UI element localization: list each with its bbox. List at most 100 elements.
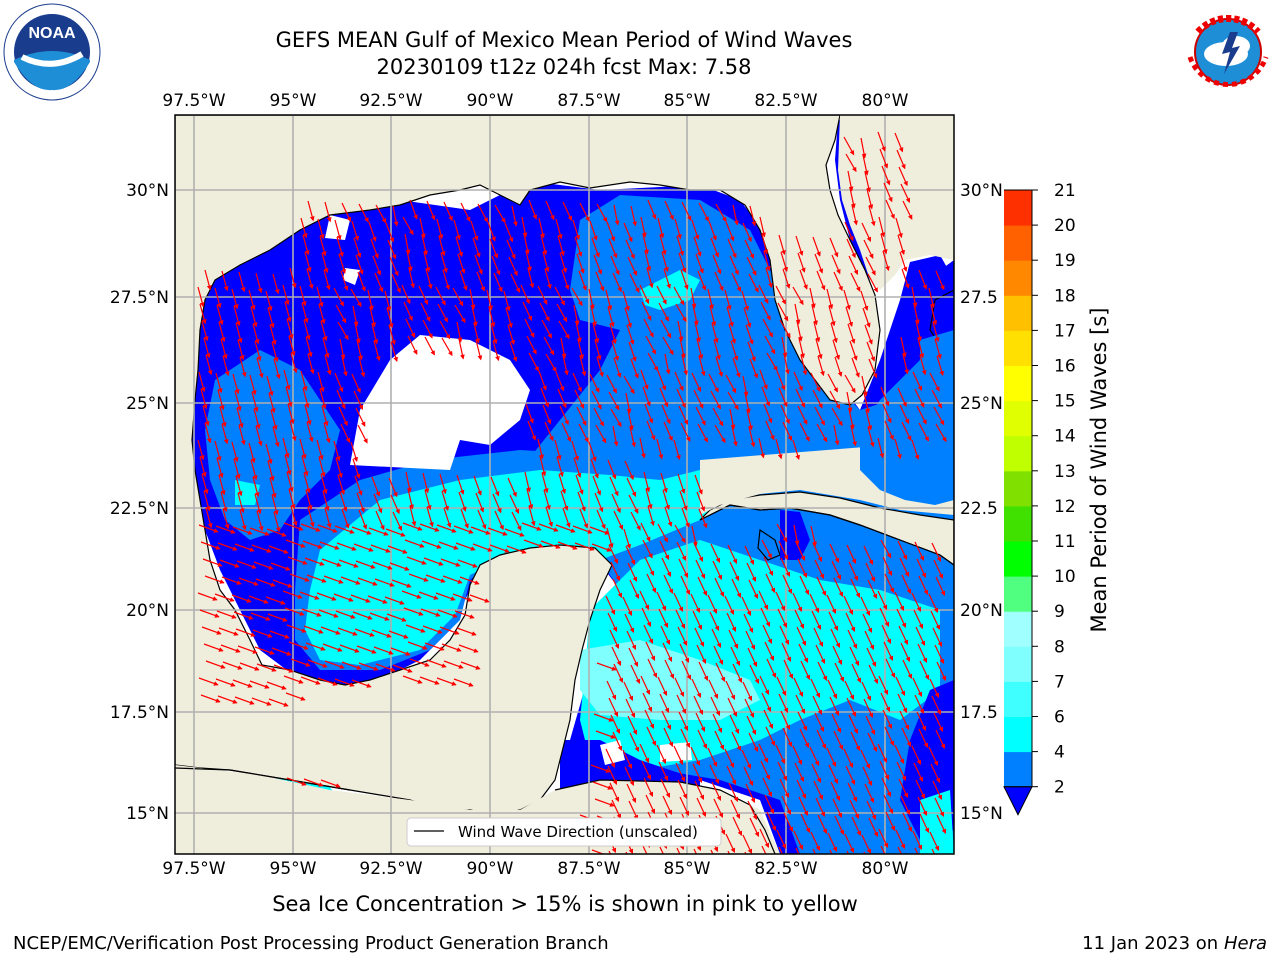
wave-direction-arrow — [487, 221, 496, 242]
wave-direction-arrow — [405, 318, 416, 338]
colorbar-tick-label: 4 — [1054, 743, 1065, 763]
wave-direction-arrow — [541, 472, 549, 494]
wave-direction-arrow — [664, 200, 674, 221]
wave-direction-arrow — [745, 630, 756, 650]
wave-direction-arrow — [590, 305, 597, 327]
colorbar-segment — [1004, 190, 1032, 226]
wave-direction-arrow — [353, 237, 362, 258]
wave-direction-arrow — [711, 628, 722, 648]
wave-direction-arrow — [677, 626, 688, 646]
wave-direction-arrow — [201, 320, 209, 342]
wave-direction-arrow — [866, 647, 877, 667]
wave-direction-arrow — [659, 234, 667, 256]
wave-direction-arrow — [847, 629, 858, 649]
wave-direction-arrow — [289, 420, 297, 442]
wave-direction-arrow — [544, 268, 552, 290]
wave-direction-arrow — [691, 678, 702, 698]
wave-direction-arrow — [255, 272, 263, 294]
wave-direction-arrow — [523, 233, 530, 255]
wave-direction-arrow — [677, 473, 686, 494]
wave-direction-arrow — [661, 557, 672, 577]
wave-direction-arrow — [866, 341, 876, 362]
wave-direction-arrow — [915, 320, 922, 342]
wave-direction-arrow — [492, 340, 500, 362]
wave-direction-arrow — [579, 508, 589, 529]
wave-direction-arrow — [388, 324, 396, 346]
colorbar-label: Mean Period of Wind Waves [s] — [1087, 308, 1111, 633]
wave-direction-arrow — [676, 541, 687, 561]
wave-direction-arrow — [831, 254, 841, 275]
wave-direction-arrow — [334, 678, 355, 687]
wave-direction-arrow — [322, 643, 343, 652]
wave-direction-arrow — [894, 132, 904, 153]
wave-direction-arrow — [270, 562, 291, 571]
wave-direction-arrow — [817, 661, 828, 681]
wave-direction-arrow — [626, 324, 635, 345]
wave-direction-arrow — [527, 420, 537, 441]
wave-direction-arrow — [198, 371, 206, 393]
wave-direction-arrow — [273, 511, 281, 533]
wave-direction-arrow — [862, 307, 871, 328]
wave-direction-arrow — [355, 560, 376, 569]
wave-direction-arrow — [319, 235, 327, 257]
wave-direction-arrow — [612, 578, 623, 598]
wave-direction-arrow — [643, 471, 651, 493]
wave-direction-arrow — [334, 219, 342, 241]
wave-direction-arrow — [883, 182, 893, 203]
wave-direction-arrow — [357, 577, 378, 586]
wave-direction-arrow — [234, 543, 255, 552]
wave-direction-arrow — [831, 560, 842, 580]
footer-host: Hera — [1223, 933, 1267, 954]
wave-direction-arrow — [816, 270, 826, 291]
wave-direction-arrow — [316, 592, 337, 601]
wave-direction-arrow — [541, 319, 552, 339]
wave-direction-arrow — [289, 573, 310, 582]
wave-direction-arrow — [726, 612, 737, 632]
wave-direction-arrow — [249, 527, 270, 536]
wave-direction-arrow — [744, 392, 751, 414]
wave-direction-arrow — [826, 594, 837, 614]
wave-direction-arrow — [537, 285, 548, 305]
wave-direction-arrow — [197, 439, 205, 461]
wave-direction-arrow — [882, 250, 890, 272]
chart-subtitle: 20230109 t12z 024h fcst Max: 7.58 — [376, 55, 752, 79]
wave-direction-arrow — [390, 494, 400, 515]
wave-direction-arrow — [286, 318, 294, 340]
wave-direction-arrow — [897, 234, 905, 256]
wave-direction-arrow — [811, 304, 818, 326]
wave-direction-arrow — [676, 235, 684, 257]
wave-direction-arrow — [435, 286, 446, 306]
wave-direction-arrow — [879, 607, 890, 627]
wave-direction-arrow — [695, 406, 706, 426]
wave-direction-arrow — [796, 626, 807, 646]
lat-label-left: 27.5°N — [110, 288, 169, 308]
wave-direction-arrow — [419, 676, 440, 685]
wave-direction-arrow — [338, 406, 348, 427]
wave-direction-arrow — [252, 323, 260, 345]
wave-direction-arrow — [778, 693, 789, 713]
wave-direction-arrow — [520, 284, 530, 305]
wave-direction-arrow — [761, 233, 769, 255]
wave-direction-arrow — [731, 578, 742, 598]
wave-direction-arrow — [834, 356, 843, 377]
wave-direction-arrow — [624, 460, 634, 481]
wave-direction-arrow — [660, 472, 668, 494]
wave-direction-arrow — [728, 629, 739, 649]
colorbar-tick-label: 8 — [1054, 637, 1065, 657]
wave-direction-arrow — [664, 353, 671, 375]
wave-direction-arrow — [353, 390, 364, 410]
colorbar-tick-label: 6 — [1054, 708, 1065, 728]
wave-direction-arrow — [426, 200, 436, 221]
wave-direction-arrow — [826, 288, 834, 310]
wave-direction-arrow — [545, 506, 553, 528]
wave-direction-arrow — [661, 404, 671, 425]
wave-direction-arrow — [660, 319, 672, 339]
wave-direction-arrow — [593, 407, 604, 427]
wave-direction-arrow — [777, 608, 788, 628]
wave-direction-arrow — [540, 387, 550, 408]
wave-direction-arrow — [749, 358, 759, 379]
wave-direction-arrow — [389, 256, 399, 277]
wave-direction-arrow — [918, 269, 928, 290]
wave-direction-arrow — [894, 591, 905, 611]
wave-direction-arrow — [832, 339, 840, 361]
